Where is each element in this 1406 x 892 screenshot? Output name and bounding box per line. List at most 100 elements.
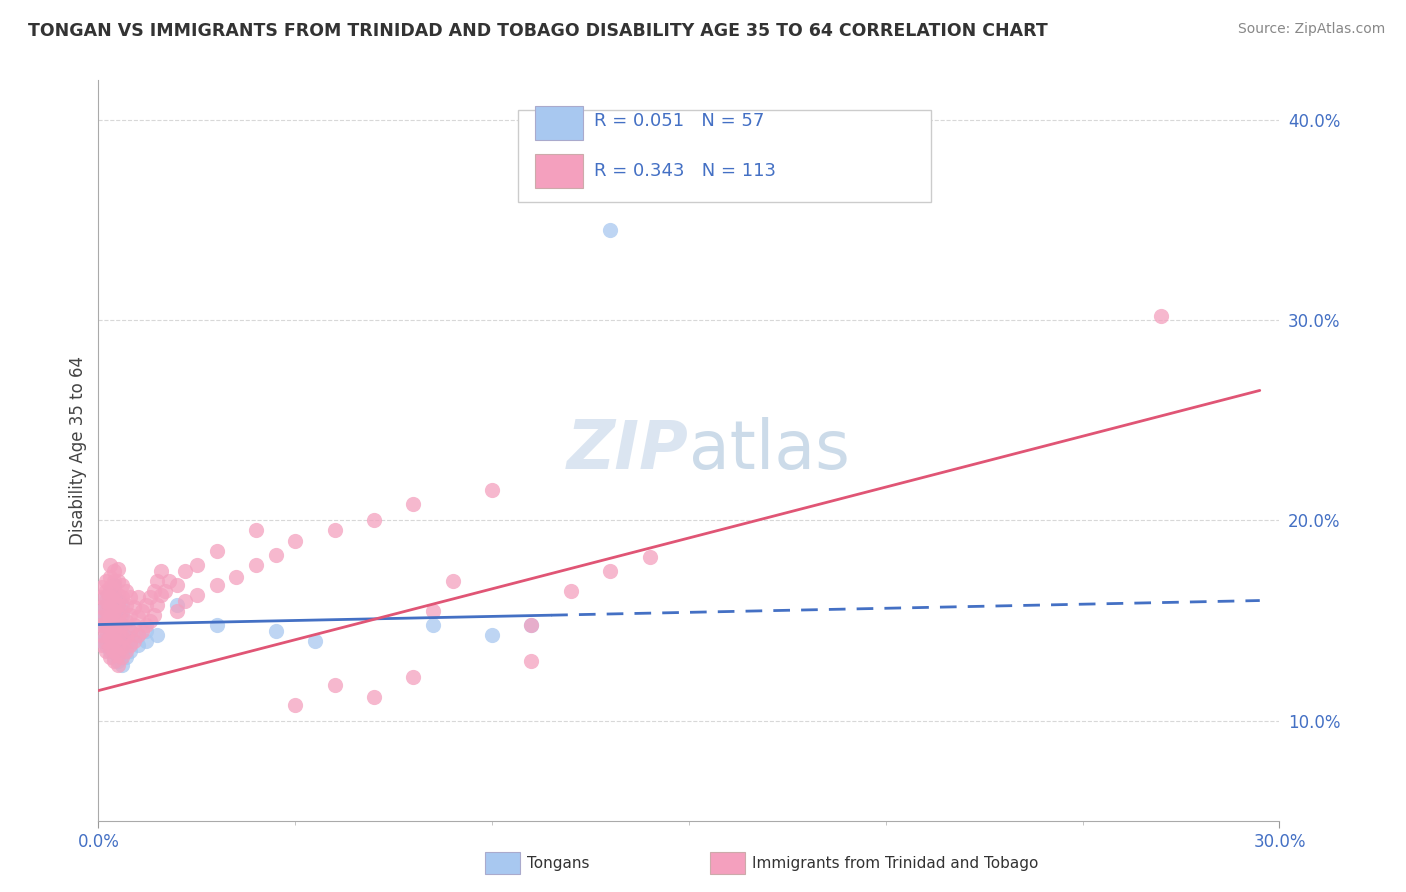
Point (96, 574, 118, 588)
Point (103, 577, 125, 591)
Point (107, 624, 129, 638)
Point (103, 633, 125, 648)
Point (481, 483, 503, 498)
Point (91, 638, 114, 652)
Point (96, 630, 118, 644)
Point (98, 633, 121, 648)
Point (103, 638, 125, 652)
Point (186, 558, 208, 572)
Point (245, 524, 267, 538)
Text: R = 0.051   N = 57: R = 0.051 N = 57 (595, 112, 765, 130)
Point (166, 598, 188, 612)
Point (107, 617, 129, 632)
Point (174, 593, 197, 607)
Point (599, 223, 621, 237)
Point (96, 590, 118, 604)
Point (103, 627, 125, 641)
Text: atlas: atlas (689, 417, 849, 483)
Point (96, 583, 118, 598)
Point (107, 561, 129, 575)
Point (96, 638, 118, 652)
Point (96, 643, 118, 657)
Point (166, 577, 188, 591)
Point (107, 598, 129, 612)
Point (91, 609, 114, 624)
Point (98, 569, 121, 583)
Point (96, 593, 118, 607)
Point (225, 569, 247, 583)
Point (91, 590, 114, 604)
Point (98, 599, 121, 614)
Point (103, 654, 125, 668)
Point (146, 574, 169, 588)
FancyBboxPatch shape (536, 106, 582, 139)
Point (111, 577, 134, 591)
Point (284, 698, 307, 712)
Text: TONGAN VS IMMIGRANTS FROM TRINIDAD AND TOBAGO DISABILITY AGE 35 TO 64 CORRELATIO: TONGAN VS IMMIGRANTS FROM TRINIDAD AND T… (28, 22, 1047, 40)
Point (560, 583, 582, 598)
Point (103, 649, 125, 664)
Point (103, 617, 125, 632)
Point (98, 590, 121, 604)
Point (103, 624, 125, 638)
Point (402, 498, 425, 512)
Point (98, 619, 121, 633)
Point (115, 583, 138, 598)
Point (98, 624, 121, 638)
Point (264, 624, 287, 638)
Point (103, 607, 125, 622)
Point (111, 617, 134, 632)
Text: Source: ZipAtlas.com: Source: ZipAtlas.com (1237, 22, 1385, 37)
Point (111, 648, 134, 662)
Point (111, 638, 134, 652)
Point (142, 583, 165, 598)
Point (107, 657, 129, 672)
Point (98, 583, 121, 598)
Point (91, 599, 114, 614)
Point (127, 638, 149, 652)
Point (98, 580, 121, 594)
Point (107, 603, 129, 617)
Point (107, 638, 129, 652)
Point (98, 630, 121, 644)
Point (96, 633, 118, 648)
Point (91, 609, 114, 624)
Point (135, 633, 157, 648)
Point (103, 614, 125, 628)
Point (115, 643, 138, 657)
Text: R = 0.343   N = 113: R = 0.343 N = 113 (595, 161, 776, 179)
Point (174, 564, 197, 578)
Point (107, 654, 129, 668)
Point (103, 593, 125, 607)
Point (520, 617, 543, 632)
Point (127, 590, 149, 604)
Point (205, 543, 228, 558)
Point (118, 633, 141, 648)
Point (111, 590, 134, 604)
Point (135, 624, 157, 638)
Point (127, 627, 149, 641)
Point (323, 524, 346, 538)
Point (135, 617, 157, 632)
Point (155, 583, 177, 598)
Point (118, 624, 141, 638)
Point (96, 617, 118, 632)
Point (186, 588, 208, 602)
Point (111, 598, 134, 612)
Point (107, 607, 129, 622)
Point (638, 549, 661, 564)
Point (103, 574, 125, 588)
Point (599, 564, 621, 578)
Point (122, 617, 145, 632)
Point (103, 588, 125, 602)
Point (304, 633, 326, 648)
Point (118, 590, 141, 604)
Point (166, 603, 188, 617)
Point (91, 633, 114, 648)
Point (98, 558, 121, 572)
Point (264, 548, 287, 562)
Point (122, 599, 145, 614)
Point (150, 588, 173, 602)
Point (103, 598, 125, 612)
Point (481, 627, 503, 641)
